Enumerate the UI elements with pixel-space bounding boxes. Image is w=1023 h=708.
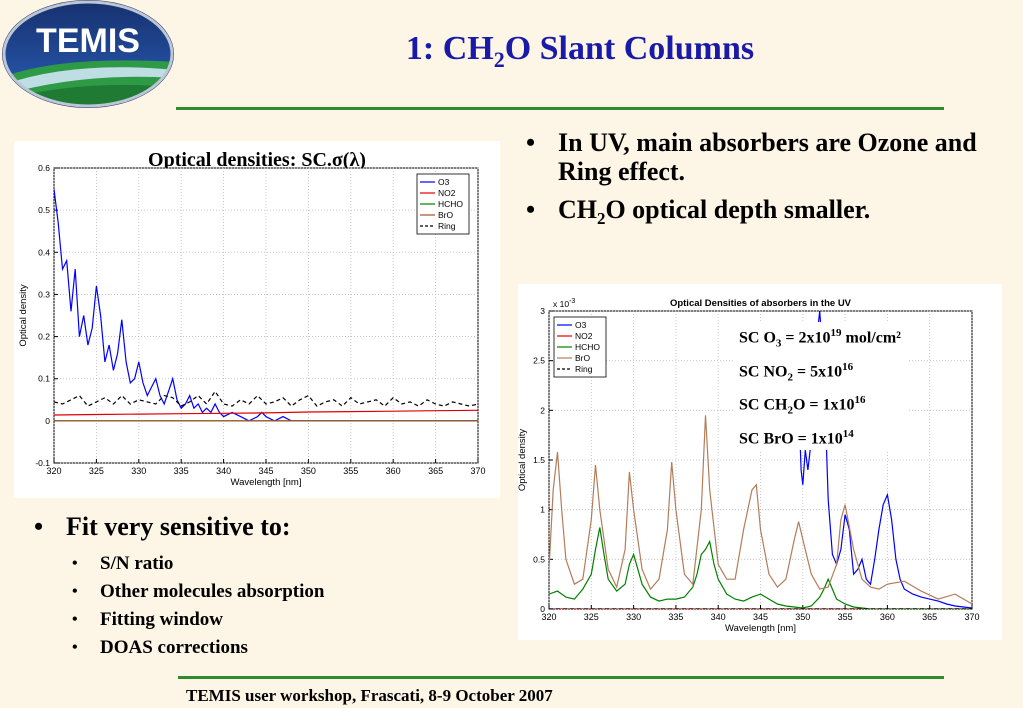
footer-text: TEMIS user workshop, Frascati, 8-9 Octob… xyxy=(186,686,553,705)
slant-column-values: SC O3 = 2x1019 mol/cm² SC NO2 = 5x1016 S… xyxy=(733,322,907,450)
x-tick-label: 345 xyxy=(753,612,768,622)
x-tick-label: 345 xyxy=(258,466,273,476)
x-tick-label: 335 xyxy=(174,466,189,476)
x-tick-label: 320 xyxy=(541,612,556,622)
y-tick-label: 0.2 xyxy=(38,332,50,342)
x-tick-label: 320 xyxy=(46,466,61,476)
slide-title: 1: CH2O Slant Columns xyxy=(405,30,755,72)
x-tick-label: 330 xyxy=(131,466,146,476)
legend-entry: BrO xyxy=(438,210,454,220)
x-tick-label: 365 xyxy=(922,612,937,622)
legend-entry: O3 xyxy=(575,320,587,330)
chart-1-title: Optical densities: SC.σ(λ) xyxy=(148,149,366,171)
y-tick-label: 2.5 xyxy=(533,356,545,366)
x-tick-label: 360 xyxy=(386,466,401,476)
y-tick-label: -0.1 xyxy=(35,458,50,468)
x-tick-label: 350 xyxy=(301,466,316,476)
y-tick-label: 2 xyxy=(540,405,545,415)
bullets-right: In UV, main absorbers are Ozone and Ring… xyxy=(520,128,1000,242)
legend-entry: NO2 xyxy=(575,331,593,341)
y-tick-label: 0.5 xyxy=(38,205,50,215)
y-exponent-label: x 10-3 xyxy=(553,298,575,309)
sc-bro: SC BrO = 1x1014 xyxy=(739,427,854,447)
y-exponent-power: -3 xyxy=(569,298,575,305)
y-tick-label: 1.5 xyxy=(533,455,545,465)
y-tick-label: 0.3 xyxy=(38,289,50,299)
bullets-left: Fit very sensitive to: S/N ratio Other m… xyxy=(28,512,508,662)
series-line-o3 xyxy=(54,189,478,422)
legend-entry: BrO xyxy=(575,353,591,363)
y-tick-label: 0.1 xyxy=(38,374,50,384)
x-tick-label: 350 xyxy=(795,612,810,622)
x-tick-label: 365 xyxy=(428,466,443,476)
y-tick-label: 0.5 xyxy=(533,554,545,564)
x-tick-label: 355 xyxy=(838,612,853,622)
sub-bullet-molecules: Other molecules absorption xyxy=(66,578,508,606)
y-tick-label: 3 xyxy=(540,306,545,316)
bottom-divider xyxy=(178,676,944,679)
x-tick-label: 340 xyxy=(711,612,726,622)
x-axis-label: Wavelength [nm] xyxy=(231,477,302,488)
x-tick-label: 370 xyxy=(470,466,485,476)
x-tick-label: 330 xyxy=(626,612,641,622)
y-tick-label: 1 xyxy=(540,505,545,515)
y-axis-label: Optical density xyxy=(518,429,528,492)
legend-entry: HCHO xyxy=(575,342,600,352)
y-tick-label: 0 xyxy=(540,604,545,614)
x-tick-label: 325 xyxy=(584,612,599,622)
y-tick-label: 0.6 xyxy=(38,163,50,173)
sub-bullet-doas: DOAS corrections xyxy=(66,634,508,662)
series-line-ring xyxy=(54,390,478,407)
legend-entry: NO2 xyxy=(438,188,456,198)
legend-entry: HCHO xyxy=(438,199,463,209)
y-tick-label: 0.4 xyxy=(38,247,50,257)
absorbers-uv-chart: 320 325 330 335 340 345 350 355 360 365 370 0 0.5 1 1.… xyxy=(518,284,1002,640)
chart-1-plot: 320 325 330 335 340 345 350 355 360 365 370 -0.1 0 0.… xyxy=(18,163,486,488)
y-axis-label: Optical density xyxy=(18,284,29,347)
series-line-hcho xyxy=(549,527,972,609)
bullet-main-absorbers: In UV, main absorbers are Ozone and Ring… xyxy=(520,128,1000,186)
series-line-bro xyxy=(549,415,972,605)
bullet-ch2o-depth: CH2O optical depth smaller. xyxy=(520,195,1000,233)
x-tick-label: 360 xyxy=(880,612,895,622)
x-tick-label: 355 xyxy=(343,466,358,476)
x-axis-label: Wavelength [nm] xyxy=(725,623,796,634)
legend-entry: O3 xyxy=(438,177,450,187)
sc-o3: SC O3 = 2x1019 mol/cm² xyxy=(739,327,901,350)
x-tick-label: 335 xyxy=(668,612,683,622)
optical-densities-chart: Optical densities: SC.σ(λ) 320 325 330 335 3… xyxy=(14,141,500,498)
x-tick-label: 370 xyxy=(964,612,979,622)
series-line-no2 xyxy=(54,409,478,416)
logo-text: TEMIS xyxy=(36,22,140,60)
x-tick-label: 325 xyxy=(89,466,104,476)
sub-bullet-window: Fitting window xyxy=(66,606,508,634)
top-divider xyxy=(176,107,944,110)
bullet-fit-sensitive: Fit very sensitive to: S/N ratio Other m… xyxy=(28,512,508,662)
chart-2-title: Optical Densities of absorbers in the UV xyxy=(670,298,852,309)
sensitivity-list: S/N ratio Other molecules absorption Fit… xyxy=(66,550,508,662)
temis-logo: TEMIS xyxy=(0,0,176,108)
sc-no2: SC NO2 = 5x1016 xyxy=(739,360,854,384)
sc-ch2o: SC CH2O = 1x1016 xyxy=(739,394,866,417)
x-tick-label: 340 xyxy=(216,466,231,476)
y-tick-label: 0 xyxy=(45,416,50,426)
legend-entry: Ring xyxy=(438,221,456,231)
sub-bullet-sn: S/N ratio xyxy=(66,550,508,578)
legend-entry: Ring xyxy=(575,364,593,374)
